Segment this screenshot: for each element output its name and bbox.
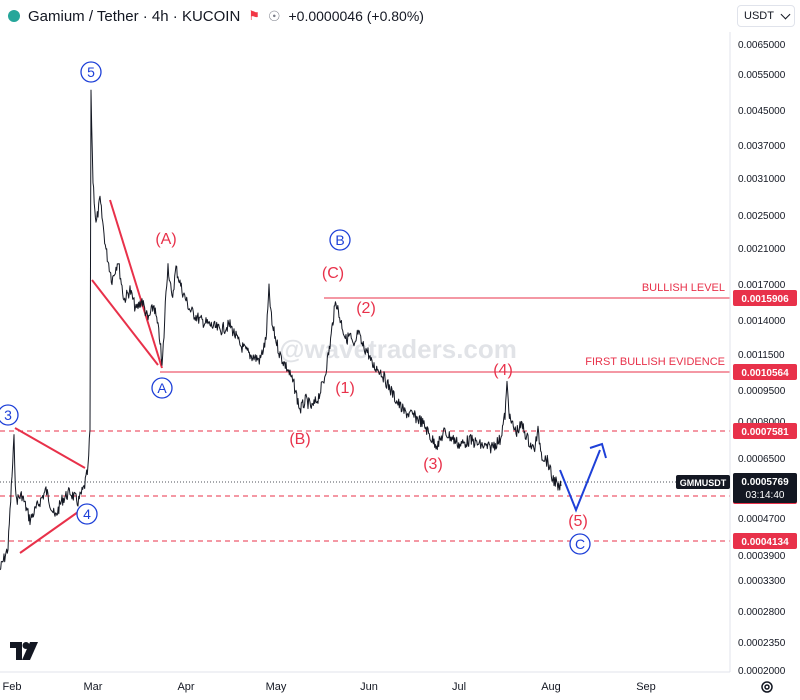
- wave-label-red: (3): [423, 456, 443, 473]
- trendline[interactable]: [14, 427, 86, 469]
- wave-label-red: (1): [335, 380, 355, 397]
- price-tick: 0.0009500: [738, 386, 786, 397]
- trendline[interactable]: [19, 511, 79, 554]
- wave-circle: [151, 377, 173, 399]
- time-tick: Sep: [636, 681, 656, 693]
- level-lines: BULLISH LEVEL FIRST BULLISH EVIDENCE: [0, 282, 730, 542]
- price-tick: 0.0003300: [738, 576, 786, 587]
- watermark: @wavetraders.com: [279, 334, 517, 364]
- price-tag-text: 0.0010564: [741, 368, 789, 379]
- price-tag-text: 0.0015906: [741, 294, 789, 305]
- wave-label-blue: B: [335, 232, 344, 248]
- price-tick: 0.0065000: [738, 40, 786, 51]
- wave-label-blue: 5: [87, 64, 95, 80]
- price-tick: 0.0055000: [738, 70, 786, 81]
- wave-label-blue: C: [575, 536, 585, 552]
- symbol-logo-icon: [8, 10, 20, 22]
- projection-path: [559, 449, 601, 513]
- price-tick: 0.0006500: [738, 454, 786, 465]
- symbol-title: Gamium / Tether · 4h · KUCOIN: [28, 7, 241, 25]
- level-label: FIRST BULLISH EVIDENCE: [585, 356, 725, 368]
- price-tick: 0.0014000: [738, 316, 786, 327]
- price-tag: [733, 364, 797, 380]
- price-series: [0, 89, 562, 571]
- time-tick: Jul: [452, 681, 466, 693]
- trendlines: [14, 199, 163, 554]
- price-tag-text: 0.0004134: [741, 537, 789, 548]
- trendline[interactable]: [109, 199, 163, 369]
- price-tag: [733, 423, 797, 439]
- wave-circle: [76, 503, 98, 525]
- wave-label-red: (4): [493, 362, 513, 379]
- price-tick: 0.0002800: [738, 607, 786, 618]
- arrow-head: [589, 442, 607, 459]
- currency-select-value: USDT: [744, 10, 774, 22]
- symbol-tag: [676, 475, 730, 489]
- price-tick: 0.0017000: [738, 280, 786, 291]
- time-tick: Feb: [3, 681, 22, 693]
- wave-label-red: (C): [322, 265, 344, 282]
- price-tick: 0.0004700: [738, 514, 786, 525]
- price-line: [0, 89, 562, 571]
- gear-icon[interactable]: [760, 680, 774, 694]
- level-label: BULLISH LEVEL: [642, 282, 725, 294]
- eye-icon[interactable]: ☉: [267, 7, 281, 24]
- price-axis[interactable]: 0.0065000 0.0055000 0.0045000 0.0037000 0.00…: [676, 32, 800, 677]
- wave-circle: [329, 229, 351, 251]
- trendline[interactable]: [91, 279, 159, 366]
- chart-background: [0, 0, 730, 672]
- wave-circle: [80, 61, 102, 83]
- price-tag: [733, 533, 797, 549]
- price-tick: 0.0011500: [738, 350, 785, 361]
- wave-labels: 3 4 5 A B C (A) (B) (C) (1) (2) (3) (4) (5): [0, 61, 591, 555]
- wave-circle: [0, 404, 19, 426]
- wave-label-red: (2): [356, 300, 376, 317]
- price-tag-text: 0.0007581: [741, 427, 789, 438]
- wave-label-red: (A): [155, 231, 176, 248]
- time-tick: May: [266, 681, 287, 693]
- price-tag: [733, 290, 797, 306]
- wave-label-red: (5): [568, 513, 588, 530]
- price-tick: 0.0021000: [738, 244, 786, 255]
- time-tick: Apr: [177, 681, 194, 693]
- time-ticks: Feb Mar Apr May Jun Jul Aug Sep: [3, 681, 656, 693]
- flag-icon[interactable]: ⚑: [248, 8, 260, 23]
- price-tick: 0.0031000: [738, 174, 786, 185]
- wave-label-blue: 3: [4, 407, 12, 423]
- time-tick: Jun: [360, 681, 378, 693]
- price-tick: 0.0045000: [738, 106, 786, 117]
- watermark-text: @wavetraders.com: [279, 334, 517, 364]
- wave-circle: [569, 533, 591, 555]
- wave-label-blue: A: [157, 380, 167, 396]
- projection-arrow: [559, 442, 607, 513]
- price-change: +0.0000046 (+0.80%): [288, 8, 424, 24]
- time-axis[interactable]: Feb Mar Apr May Jun Jul Aug Sep: [0, 671, 730, 693]
- wave-label-red: (B): [289, 431, 310, 448]
- countdown-text: 03:14:40: [746, 490, 785, 501]
- time-tick: Aug: [541, 681, 561, 693]
- price-tick: 0.0037000: [738, 141, 786, 152]
- wave-label-blue: 4: [83, 506, 91, 522]
- price-tick: 0.0003900: [738, 551, 786, 562]
- symbol-tag-text: GMMUSDT: [680, 478, 727, 488]
- price-tick: 0.0002000: [738, 666, 786, 677]
- price-tick: 0.0008000: [738, 417, 786, 428]
- price-tick: 0.0025000: [738, 211, 786, 222]
- last-price-tag: [733, 473, 797, 503]
- chart-header: Gamium / Tether · 4h · KUCOIN ⚑ ☉ +0.000…: [0, 0, 730, 32]
- time-tick: Mar: [84, 681, 103, 693]
- currency-select[interactable]: USDT: [737, 5, 795, 27]
- last-price-text: 0.0005769: [741, 477, 789, 488]
- chevron-down-icon: [780, 9, 791, 20]
- tradingview-logo-icon: [10, 642, 38, 660]
- price-ticks: 0.0065000 0.0055000 0.0045000 0.0037000 0.00…: [738, 40, 786, 677]
- price-tags: 0.00159060.00105640.00075810.00053120.00…: [676, 290, 797, 549]
- price-tick: 0.0002350: [738, 638, 786, 649]
